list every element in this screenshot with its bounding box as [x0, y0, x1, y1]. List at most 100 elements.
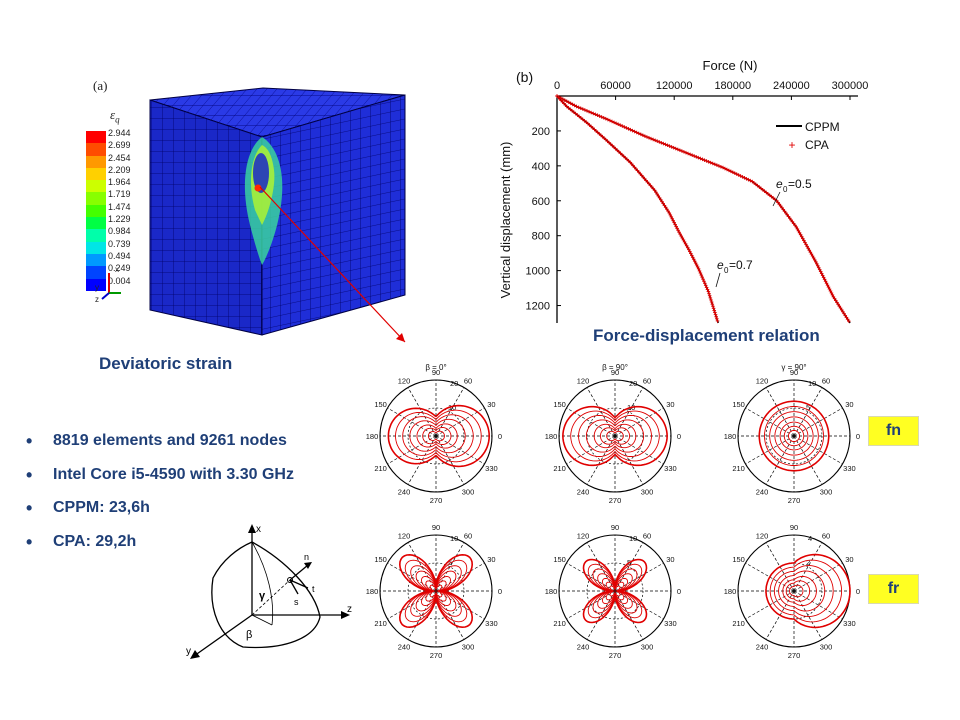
legend-cpa-marker: +: [788, 138, 795, 152]
polar-curve: [765, 553, 851, 629]
polar-angle-label: 30: [487, 400, 495, 409]
cpa-marker: [734, 172, 739, 176]
cpa-marker: [692, 154, 697, 158]
polar-angle-label: 270: [430, 496, 443, 505]
cpa-marker: [683, 242, 688, 246]
cpa-marker: [824, 281, 829, 286]
cpa-marker: [690, 153, 694, 157]
polar-curve: [409, 418, 466, 454]
cpa-marker: [638, 132, 643, 137]
bullet-cpa-time: CPA: 29,2h: [26, 532, 294, 553]
cpa-marker: [568, 101, 573, 106]
colorbar-swatch: [86, 180, 106, 193]
polar-angle-label: 0: [856, 432, 860, 441]
cpa-marker: [821, 275, 826, 280]
polar-angle-label: 120: [398, 377, 411, 386]
cpa-marker: [845, 317, 850, 322]
pointer-arrow: [259, 186, 406, 343]
cpa-marker: [727, 168, 731, 173]
polar-angle-label: 90: [611, 523, 619, 532]
colorbar-swatch: [86, 131, 106, 144]
colorbar-value: 0.004: [108, 275, 131, 286]
cpa-marker: [583, 108, 587, 112]
triad-z-label: z: [95, 295, 99, 304]
cpa-marker: [820, 273, 825, 278]
cpa-marker: [677, 230, 681, 234]
polar-curve: [570, 410, 660, 462]
cpa-marker: [698, 271, 703, 275]
legend-cpa-label: CPA: [805, 138, 829, 152]
polar-angle-label: 240: [577, 487, 590, 496]
polar-angle-label: 240: [398, 642, 411, 651]
polar-spoke: [614, 590, 664, 620]
cpa-marker: [814, 262, 819, 266]
cpa-marker: [688, 152, 692, 157]
cpa-marker: [798, 232, 803, 237]
cpa-marker: [842, 311, 846, 316]
cpa-marker: [708, 160, 713, 165]
polar-angle-label: 60: [464, 532, 472, 541]
cpa-marker: [684, 150, 688, 155]
cpa-marker: [799, 234, 804, 239]
cpa-marker: [823, 279, 828, 284]
polar-angle-label: 120: [756, 377, 769, 386]
fem-cube-mesh: [149, 87, 406, 336]
polar-angle-label: 0: [856, 587, 860, 596]
cpa-marker: [729, 169, 733, 174]
cpa-marker: [591, 111, 596, 116]
cpa-marker: [748, 178, 753, 183]
cpa-marker: [713, 312, 718, 317]
cpa-marker: [572, 103, 577, 108]
colorbar-value: 1.964: [108, 177, 131, 188]
cpa-marker: [703, 283, 708, 288]
x-tick-label: 120000: [656, 80, 693, 92]
polar-angle-label: 270: [430, 651, 443, 660]
cpa-marker: [647, 136, 651, 140]
polar-angle-label: 150: [374, 555, 387, 564]
bullet-cppm-time: CPPM: 23,6h: [26, 498, 294, 519]
polar-angle-label: 180: [366, 432, 379, 441]
cpa-marker: [657, 140, 662, 144]
polar-angle-label: 240: [756, 487, 769, 496]
polar-angle-label: 150: [553, 400, 566, 409]
y-tick-label: 400: [532, 161, 550, 173]
cpa-marker: [819, 271, 824, 276]
colorbar-value: 2.209: [108, 164, 131, 175]
polar-angle-label: 300: [820, 642, 833, 651]
bullet-elements: 8819 elements and 9261 nodes: [26, 431, 294, 452]
cpa-marker: [713, 310, 717, 315]
cpa-marker: [670, 216, 675, 221]
polar-angle-label: 0: [498, 432, 502, 441]
cpa-marker: [599, 115, 604, 119]
deviatoric-strain-caption: Deviatoric strain: [99, 354, 233, 373]
cpa-marker: [804, 242, 808, 247]
colorbar-labels: 2.944 2.699 2.454 2.209 1.964 1.719 1.474 1.229…: [108, 127, 131, 287]
polar-curve: [402, 414, 474, 458]
cpa-marker: [709, 300, 714, 304]
colorbar-value: 1.474: [108, 201, 131, 212]
cpa-marker: [695, 265, 700, 269]
cpa-marker: [675, 226, 679, 231]
cpa-marker: [709, 298, 713, 302]
cpa-marker: [744, 176, 749, 181]
cpa-marker: [680, 236, 685, 240]
polar-angle-label: 90: [790, 368, 798, 377]
cpa-marker: [608, 118, 612, 123]
polar-angle-label: 90: [790, 523, 798, 532]
cpa-marker: [682, 240, 687, 244]
cpa-marker: [669, 215, 674, 219]
cpa-marker: [703, 281, 707, 286]
cpa-marker: [808, 250, 813, 254]
cpa-marker: [844, 315, 849, 320]
cpa-marker: [626, 127, 631, 131]
cpa-marker: [618, 123, 623, 127]
cpa-marker: [711, 306, 716, 311]
cpa-marker: [704, 285, 709, 290]
cpa-marker: [715, 163, 719, 167]
polar-angle-label: 180: [545, 587, 558, 596]
y-tick-label: 200: [532, 126, 550, 138]
y-axis-title: Vertical displacement (mm): [498, 142, 513, 299]
max-strain-point: [254, 184, 262, 192]
svg-text:0: 0: [783, 185, 788, 194]
colorbar-value: 0.249: [108, 263, 131, 274]
